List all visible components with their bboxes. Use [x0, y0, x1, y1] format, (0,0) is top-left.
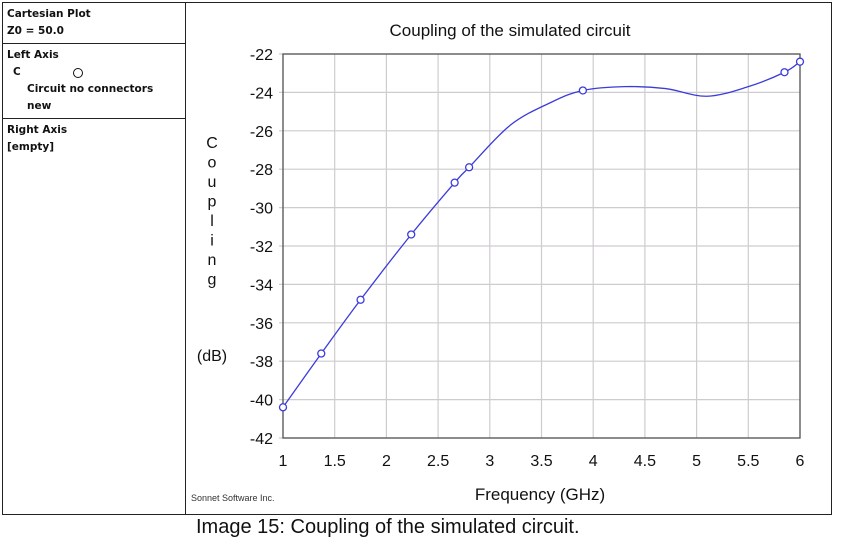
y-tick-label: -28	[250, 162, 273, 179]
trace-name: C	[13, 66, 21, 78]
y-axis-unit: (dB)	[197, 348, 227, 365]
data-point-marker	[317, 349, 326, 358]
legend-entry[interactable]: C	[7, 64, 181, 81]
y-tick-labels: -22 -24 -26 -28 -30 -32 -34 -36 -38 -40 -42	[250, 47, 273, 448]
z0-value: Z0 = 50.0	[7, 25, 64, 37]
series-c	[278, 57, 805, 412]
x-tick-label: 3	[485, 453, 494, 470]
data-point-marker	[780, 68, 789, 77]
figure-caption: Image 15: Coupling of the simulated circ…	[196, 516, 580, 538]
data-point-marker	[464, 163, 474, 172]
data-point-marker	[578, 86, 588, 95]
watermark: Sonnet Software Inc.	[191, 493, 275, 503]
series-line	[282, 61, 801, 408]
y-axis-label-letter: o	[208, 155, 217, 172]
x-tick-label: 5.5	[737, 453, 759, 470]
plot-window: Cartesian Plot Z0 = 50.0 Left Axis C Cir…	[2, 2, 832, 515]
y-axis-label-letter: C	[206, 135, 218, 152]
x-tick-label: 6	[796, 453, 805, 470]
plot-border	[282, 53, 801, 439]
x-tick-label: 2	[382, 453, 391, 470]
left-axis-heading: Left Axis	[7, 49, 59, 61]
x-tick-label: 1.5	[324, 453, 346, 470]
circle-marker-icon	[73, 68, 83, 78]
y-axis-label-letter: l	[210, 213, 214, 230]
y-axis-label-letter: p	[208, 194, 217, 211]
grid	[279, 53, 801, 439]
y-axis-label-letter: g	[208, 272, 217, 289]
left-axis-section[interactable]: Left Axis C Circuit no connectors new	[3, 44, 185, 119]
plot-type: Cartesian Plot	[7, 8, 91, 20]
x-tick-label: 5	[692, 453, 701, 470]
data-point-marker	[407, 230, 416, 239]
y-tick-label: -30	[250, 201, 273, 218]
right-axis-value: [empty]	[7, 141, 55, 153]
y-tick-label: -24	[250, 85, 273, 102]
y-axis-label: Coupling	[206, 135, 218, 289]
y-tick-label: -26	[250, 124, 273, 141]
y-tick-label: -42	[250, 431, 273, 448]
data-point-marker	[278, 403, 288, 412]
right-axis-heading: Right Axis	[7, 124, 68, 136]
data-point-marker	[356, 295, 365, 304]
x-tick-label: 1	[279, 453, 288, 470]
x-axis-label: Frequency (GHz)	[475, 485, 605, 504]
plot-info: Cartesian Plot Z0 = 50.0	[3, 3, 185, 44]
y-axis-label-letter: i	[210, 233, 214, 250]
x-tick-labels: 1 1.5 2 2.5 3 3.5 4 4.5 5 5.5 6	[279, 453, 805, 470]
y-tick-label: -38	[250, 354, 273, 371]
x-tick-label: 2.5	[427, 453, 449, 470]
y-tick-label: -22	[250, 47, 273, 64]
y-axis-label-letter: u	[208, 174, 217, 191]
x-tick-label: 4	[589, 453, 598, 470]
data-point-marker	[450, 178, 459, 187]
y-tick-label: -36	[250, 316, 273, 333]
x-tick-label: 4.5	[634, 453, 656, 470]
y-tick-label: -32	[250, 239, 273, 256]
y-tick-label: -40	[250, 393, 273, 410]
x-tick-label: 3.5	[530, 453, 552, 470]
y-axis-label-letter: n	[208, 252, 217, 269]
right-axis-section[interactable]: Right Axis [empty]	[3, 119, 185, 159]
trace-source: Circuit no connectors new	[27, 83, 154, 112]
side-panel: Cartesian Plot Z0 = 50.0 Left Axis C Cir…	[3, 3, 186, 514]
y-tick-label: -34	[250, 277, 273, 294]
data-point-marker	[795, 57, 805, 66]
chart-title: Coupling of the simulated circuit	[390, 21, 631, 40]
